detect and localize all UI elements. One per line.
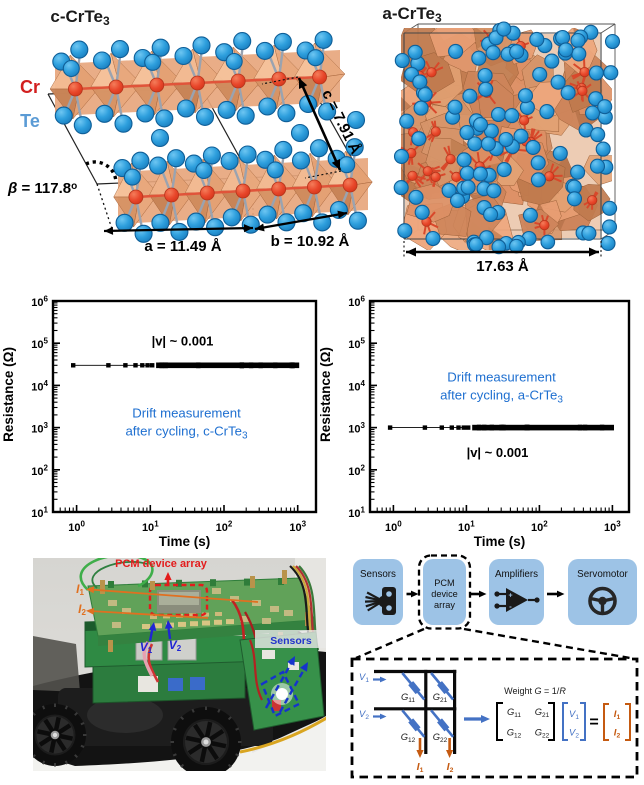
svg-text:|v| ~ 0.001: |v| ~ 0.001 xyxy=(152,334,214,349)
svg-text:Sensors: Sensors xyxy=(360,569,396,580)
svg-text:G22: G22 xyxy=(433,731,448,744)
svg-text:I2: I2 xyxy=(447,761,454,774)
svg-text:Sensors: Sensors xyxy=(270,635,312,647)
svg-text:Time (s): Time (s) xyxy=(474,534,526,549)
svg-text:Resistance (Ω): Resistance (Ω) xyxy=(318,347,333,442)
svg-text:Amplifiers: Amplifiers xyxy=(495,569,538,580)
svg-text:after cycling, a-CrTe3: after cycling, a-CrTe3 xyxy=(440,388,563,406)
svg-text:17.63 Å: 17.63 Å xyxy=(476,258,529,275)
svg-text:array: array xyxy=(434,600,455,610)
svg-text:after cycling, c-CrTe3: after cycling, c-CrTe3 xyxy=(125,424,248,442)
svg-text:I2: I2 xyxy=(614,728,621,740)
svg-text:G21: G21 xyxy=(433,691,448,704)
svg-text:V1: V1 xyxy=(359,671,369,684)
svg-text:I1: I1 xyxy=(76,582,84,597)
svg-text:I2: I2 xyxy=(78,602,86,617)
svg-text:device: device xyxy=(431,589,458,599)
svg-text:G21: G21 xyxy=(535,706,550,719)
svg-text:PCM device array: PCM device array xyxy=(115,558,208,570)
svg-text:I1: I1 xyxy=(417,761,424,774)
svg-text:V1: V1 xyxy=(140,640,153,655)
svg-text:Resistance (Ω): Resistance (Ω) xyxy=(1,347,16,442)
svg-text:G12: G12 xyxy=(507,727,522,740)
svg-text:=: = xyxy=(589,714,598,731)
svg-text:Drift measurement: Drift measurement xyxy=(447,370,556,385)
svg-text:|v| ~ 0.001: |v| ~ 0.001 xyxy=(467,445,529,460)
svg-text:Servomotor: Servomotor xyxy=(577,569,628,580)
svg-text:Drift measurement: Drift measurement xyxy=(132,406,241,421)
svg-text:β = 117.8o: β = 117.8o xyxy=(7,180,77,197)
svg-text:+: + xyxy=(508,593,512,600)
svg-text:I1: I1 xyxy=(614,709,621,721)
svg-text:G11: G11 xyxy=(507,706,521,719)
svg-text:Time (s): Time (s) xyxy=(159,534,211,549)
svg-text:c-CrTe3: c-CrTe3 xyxy=(50,7,110,28)
svg-text:Weight G = 1/R: Weight G = 1/R xyxy=(504,686,566,696)
svg-text:V2: V2 xyxy=(359,708,369,721)
svg-text:G11: G11 xyxy=(401,691,415,704)
svg-text:-: - xyxy=(509,602,512,611)
svg-text:V2: V2 xyxy=(569,727,579,740)
svg-text:PCM: PCM xyxy=(434,578,454,588)
svg-text:Te: Te xyxy=(20,111,40,131)
svg-text:a-CrTe3: a-CrTe3 xyxy=(382,4,442,25)
svg-text:V1: V1 xyxy=(569,708,579,721)
svg-text:b = 10.92 Å: b = 10.92 Å xyxy=(271,233,350,250)
svg-text:Cr: Cr xyxy=(20,77,40,97)
svg-text:G12: G12 xyxy=(401,731,416,744)
svg-text:G22: G22 xyxy=(535,727,550,740)
svg-text:V2: V2 xyxy=(169,638,182,653)
svg-text:a = 11.49 Å: a = 11.49 Å xyxy=(144,238,221,255)
